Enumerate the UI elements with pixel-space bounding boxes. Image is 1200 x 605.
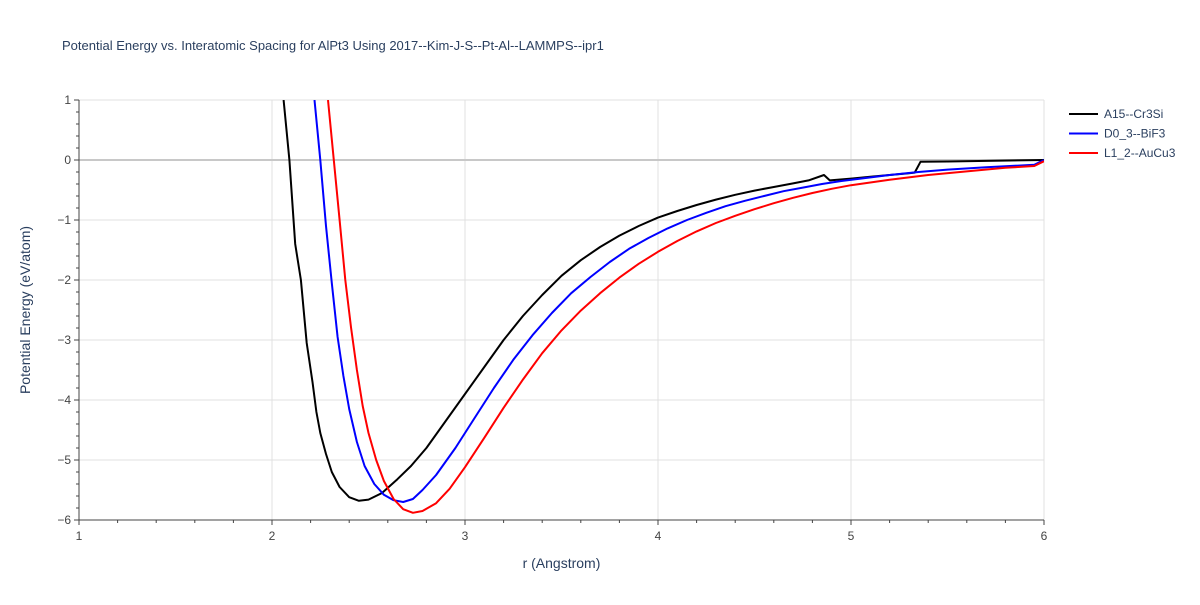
x-tick-label: 1	[76, 529, 83, 543]
legend-item[interactable]: D0_3--BiF3	[1069, 127, 1166, 141]
y-tick-label: −2	[57, 273, 71, 287]
grid-lines	[79, 99, 1045, 520]
series-line-1	[313, 100, 1044, 503]
y-tick-label: −6	[57, 513, 71, 527]
series-line-2	[327, 100, 1044, 514]
legend[interactable]: A15--Cr3Si D0_3--BiF3 L1_2--AuCu3	[1069, 107, 1176, 160]
y-tick-label: −3	[57, 333, 71, 347]
x-tick-label: 3	[462, 529, 469, 543]
legend-label: L1_2--AuCu3	[1104, 146, 1176, 160]
y-tick-label: −5	[57, 453, 71, 467]
legend-item[interactable]: L1_2--AuCu3	[1069, 146, 1176, 160]
y-tick-label: 1	[64, 93, 71, 107]
y-tick-label: −4	[57, 393, 71, 407]
series-lines	[282, 100, 1044, 514]
chart-title: Potential Energy vs. Interatomic Spacing…	[62, 38, 604, 53]
legend-item[interactable]: A15--Cr3Si	[1069, 107, 1163, 121]
axes: 1 2 3 4 5 6 −6 −5 −4 −3 −2 −1 0 1	[57, 93, 1047, 543]
legend-label: A15--Cr3Si	[1104, 107, 1163, 121]
x-tick-label: 2	[269, 529, 276, 543]
series-line-0	[282, 100, 1044, 502]
y-tick-label: 0	[64, 153, 71, 167]
x-axis-label: r (Angstrom)	[523, 555, 601, 571]
x-tick-label: 6	[1041, 529, 1048, 543]
x-tick-label: 4	[655, 529, 662, 543]
y-axis-label: Potential Energy (eV/atom)	[17, 226, 33, 394]
y-tick-label: −1	[57, 213, 71, 227]
legend-label: D0_3--BiF3	[1104, 127, 1166, 141]
x-tick-label: 5	[848, 529, 855, 543]
